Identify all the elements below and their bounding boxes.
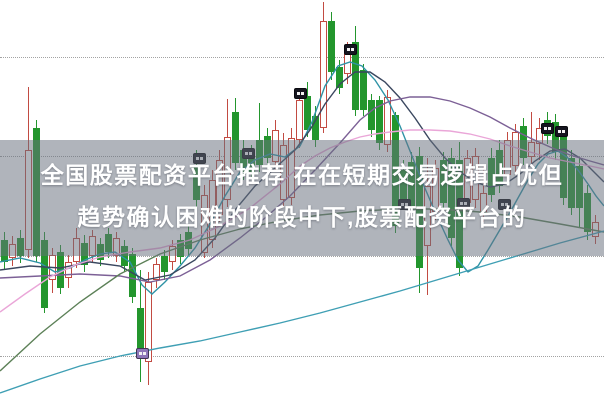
candle-down: [161, 256, 168, 272]
candle-down: [129, 254, 136, 297]
horizontal-gridline: [0, 356, 604, 357]
candle-down: [137, 308, 144, 350]
candle-down: [304, 96, 311, 130]
candle-down: [552, 122, 559, 152]
candle-up: [320, 21, 327, 128]
event-marker-icon: [344, 44, 357, 55]
candle-down: [121, 246, 128, 266]
candle-down: [376, 100, 383, 143]
candle-down: [336, 67, 343, 88]
candle-down: [368, 100, 375, 130]
candle-up: [153, 264, 160, 280]
horizontal-gridline: [0, 57, 604, 58]
candle-down: [328, 21, 335, 72]
event-marker-icon: [294, 88, 307, 99]
horizontal-gridline: [0, 256, 604, 257]
candle-up: [145, 282, 152, 362]
candle-down: [41, 240, 48, 308]
candle-down: [312, 116, 319, 140]
candle-down: [352, 42, 359, 110]
event-marker-icon: [555, 126, 568, 137]
candle-down: [232, 112, 239, 163]
ma-long-teal: [0, 230, 604, 394]
event-marker-icon: [136, 348, 149, 359]
candle-up: [296, 100, 303, 140]
headline-line-2: 趋势确认困难的阶段中下,股票配资平台的: [77, 204, 527, 230]
headline-overlay-band: [0, 140, 604, 256]
candle-down: [360, 70, 367, 110]
candle-wick: [259, 103, 260, 172]
ma-violet: [0, 96, 604, 283]
headline-line-1: 全国股票配资平台推荐 在在短期交易逻辑占优但: [40, 162, 564, 188]
event-marker-icon: [541, 123, 554, 134]
